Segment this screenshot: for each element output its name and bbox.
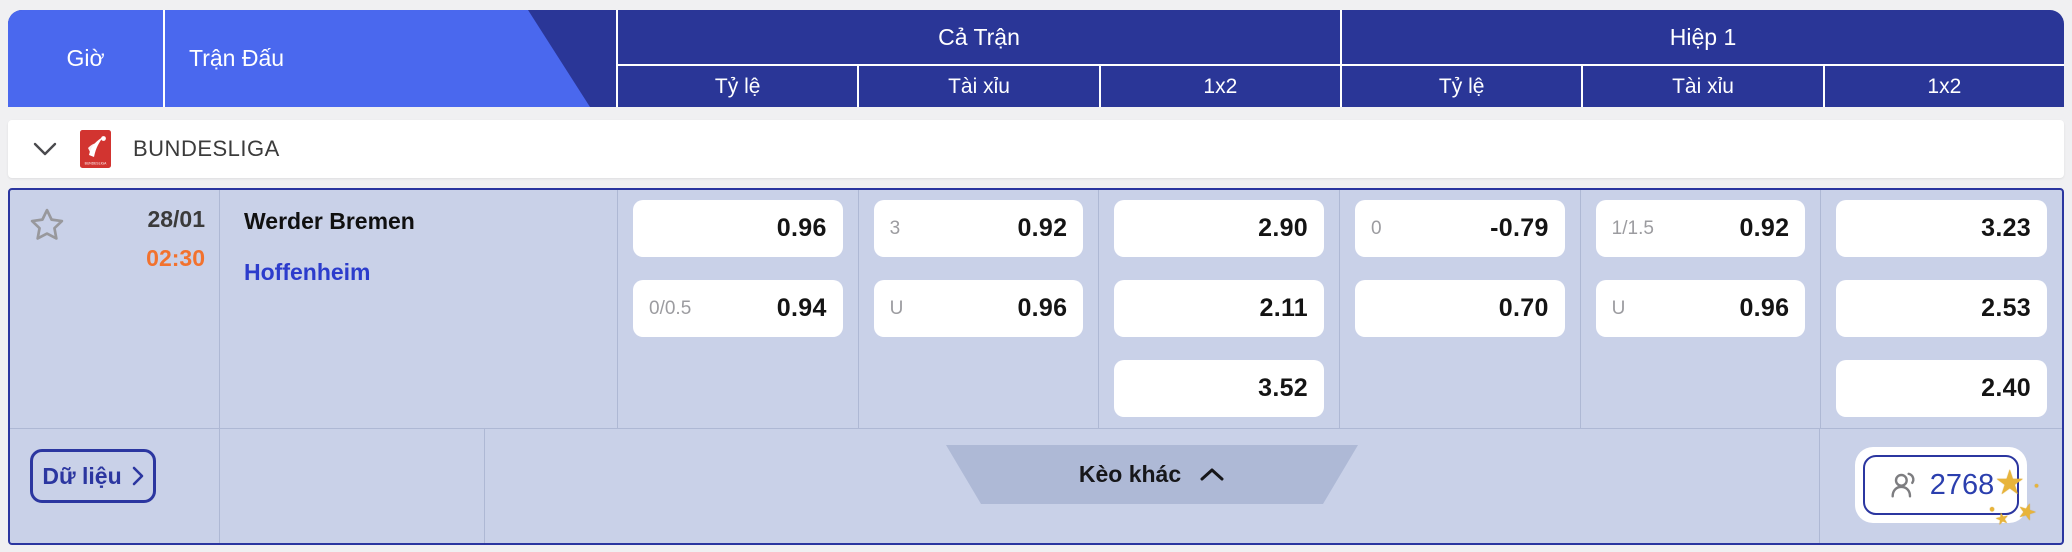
odds-value: -0.79 [1490, 214, 1549, 242]
odds-box-h1-hdp-home[interactable]: 0 -0.79 [1355, 200, 1565, 257]
more-odds-label: Kèo khác [1078, 461, 1182, 487]
odds-box-h1-x[interactable]: 2.53 [1836, 280, 2047, 337]
footer-more-cell: Kèo khác [485, 429, 1820, 543]
col-header-h1-handicap: Tỷ lệ [1438, 74, 1485, 98]
tab-time-label: Giờ [66, 45, 105, 71]
group-full-time: Cả Trận Tỷ lệ Tài xỉu 1x2 [616, 10, 1340, 107]
h1-1x2-column: 3.23 2.53 2.40 [1821, 190, 2062, 428]
people-icon [1891, 472, 1915, 498]
odds-value: 2.11 [1259, 294, 1308, 322]
odds-value: 3.52 [1258, 374, 1308, 402]
odds-value: 0.94 [776, 294, 827, 322]
home-team-name: Werder Bremen [244, 208, 415, 234]
tab-match-label: Trận Đấu [189, 45, 285, 71]
data-button-label: Dữ liệu [42, 462, 122, 489]
match-date: 28/01 [147, 206, 205, 232]
footer-empty-cell [220, 429, 485, 543]
more-odds-button[interactable]: Kèo khác [946, 445, 1358, 504]
odds-box-ft-x[interactable]: 2.11 [1114, 280, 1324, 337]
odds-value: 0.92 [1017, 214, 1068, 242]
line-label: 1/1.5 [1611, 217, 1654, 239]
handicap-label: 0/0.5 [649, 297, 692, 319]
odds-box-ft-2[interactable]: 3.52 [1114, 360, 1324, 417]
col-header-ft-1x2: 1x2 [1098, 66, 1340, 107]
group-first-half: Hiệp 1 Tỷ lệ Tài xỉu 1x2 [1340, 10, 2064, 107]
footer-viewers-cell: 2768 ★ ★ ★ ● ● [1820, 429, 2062, 543]
h1-overunder-column: 1/1.5 0.92 U 0.96 [1581, 190, 1822, 428]
odds-box-h1-2[interactable]: 2.40 [1836, 360, 2047, 417]
league-row[interactable]: BUNDESLIGA BUNDESLIGA [8, 120, 2064, 178]
h1-handicap-column: 0 -0.79 0.70 [1340, 190, 1581, 428]
odds-box-h1-under[interactable]: U 0.96 [1595, 280, 1806, 337]
odds-value: 0.96 [776, 214, 827, 242]
line-label: U [889, 297, 904, 319]
odds-value: 0.96 [1017, 294, 1068, 322]
col-header-ft-overunder: Tài xỉu [857, 66, 1098, 107]
chevron-up-icon [1200, 468, 1224, 481]
col-header-h1-overunder: Tài xỉu [1581, 66, 1822, 107]
odds-box-ft-hdp-home[interactable]: 0.96 [633, 200, 843, 257]
group-full-time-label: Cả Trận [618, 10, 1340, 66]
ft-1x2-column: 2.90 2.11 3.52 [1099, 190, 1340, 428]
match-row: 28/01 02:30 Werder Bremen Hoffenheim 0.9… [10, 190, 2062, 428]
match-table: 28/01 02:30 Werder Bremen Hoffenheim 0.9… [8, 188, 2064, 545]
col-header-h1-1x2: 1x2 [1822, 66, 2064, 107]
viewers-count: 2768 [1929, 468, 1995, 501]
odds-box-h1-1[interactable]: 3.23 [1836, 200, 2047, 257]
line-label: U [1611, 297, 1626, 319]
odds-value: 3.23 [1981, 214, 2031, 242]
league-logo-icon: BUNDESLIGA [80, 130, 111, 168]
odds-box-h1-hdp-away[interactable]: 0.70 [1355, 280, 1565, 337]
odds-value: 2.90 [1258, 214, 1308, 242]
odds-value: 0.92 [1739, 214, 1790, 242]
odds-table-header: Giờ Trận Đấu Cả Trận Tỷ lệ Tài xỉu 1x2 H… [8, 10, 2064, 107]
line-label: 3 [889, 217, 901, 239]
col-header-ft-handicap: Tỷ lệ [714, 74, 761, 98]
viewers-counter[interactable]: 2768 [1855, 447, 2027, 523]
odds-value: 2.40 [1981, 374, 2031, 402]
tab-match[interactable]: Trận Đấu [165, 10, 528, 107]
odds-value: 0.96 [1739, 294, 1790, 322]
odds-box-ft-1[interactable]: 2.90 [1114, 200, 1324, 257]
handicap-label: 0 [1371, 217, 1382, 239]
ft-handicap-column: 0.96 0/0.5 0.94 [618, 190, 859, 428]
match-time-cell: 28/01 02:30 [10, 190, 220, 428]
odds-box-ft-over[interactable]: 3 0.92 [873, 200, 1084, 257]
chevron-down-icon[interactable] [32, 141, 58, 157]
tab-time[interactable]: Giờ [8, 10, 163, 107]
chevron-right-icon [132, 466, 143, 486]
favorite-star-icon[interactable] [28, 206, 66, 244]
ft-overunder-column: 3 0.92 U 0.96 [859, 190, 1100, 428]
odds-box-ft-hdp-away[interactable]: 0/0.5 0.94 [633, 280, 843, 337]
match-time: 02:30 [146, 245, 205, 271]
away-team-name: Hoffenheim [244, 259, 371, 285]
match-footer-row: Dữ liệu Kèo khác [10, 428, 2062, 543]
data-button[interactable]: Dữ liệu [30, 449, 156, 503]
odds-box-ft-under[interactable]: U 0.96 [873, 280, 1084, 337]
header-separator [163, 10, 165, 107]
league-name: BUNDESLIGA [133, 136, 280, 161]
odds-value: 2.53 [1981, 294, 2031, 322]
svg-text:BUNDESLIGA: BUNDESLIGA [85, 161, 108, 165]
odds-box-h1-over[interactable]: 1/1.5 0.92 [1595, 200, 1806, 257]
group-first-half-label: Hiệp 1 [1342, 10, 2064, 66]
footer-data-cell: Dữ liệu [10, 429, 220, 543]
teams-cell: Werder Bremen Hoffenheim [220, 190, 618, 428]
odds-value: 0.70 [1498, 294, 1549, 322]
